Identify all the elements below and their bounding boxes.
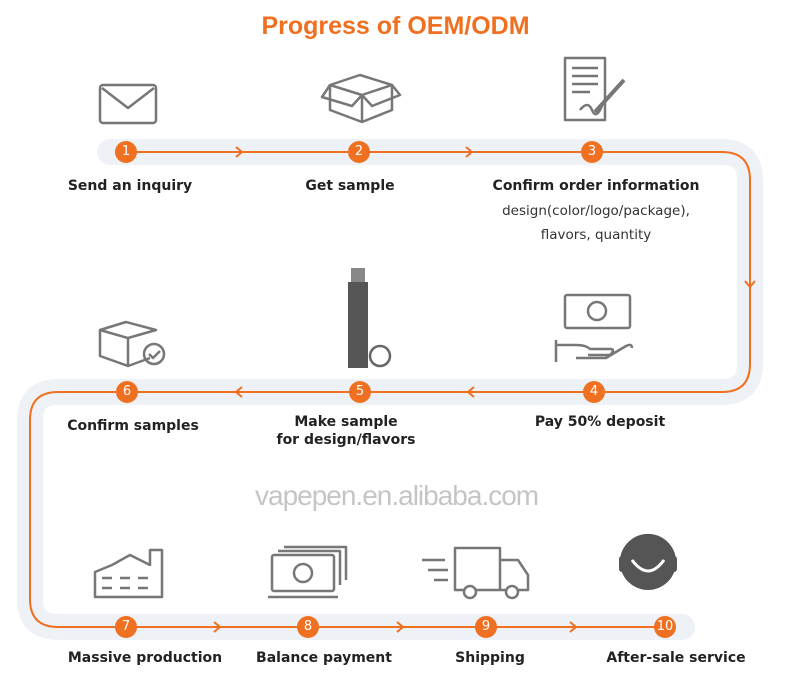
arrow-right: [213, 621, 222, 633]
step-8-label: Balance payment: [256, 650, 392, 666]
step-3-detail-2: flavors, quantity: [540, 227, 652, 243]
step-8-number: 8: [297, 616, 319, 638]
step-4-label: Pay 50% deposit: [534, 414, 666, 430]
envelope-icon: [98, 83, 158, 125]
step-1-label: Send an inquiry: [67, 178, 193, 194]
watermark: vapepen.en.alibaba.com: [255, 480, 539, 511]
step-6-number: 6: [116, 381, 138, 403]
hand-money-icon: [554, 293, 634, 362]
step-6-label: Confirm samples: [67, 418, 199, 434]
arrow-down: [744, 280, 756, 289]
arrow-right: [235, 146, 244, 158]
step-7-number: 7: [115, 616, 137, 638]
arrow-left: [234, 386, 243, 398]
step-3-number: 3: [581, 141, 603, 163]
path-line: [29, 151, 751, 628]
step-1-number: 1: [115, 141, 137, 163]
vape-pen-fruit-icon: [348, 268, 392, 368]
box-check-icon: [98, 320, 166, 368]
cash-stack-icon: [268, 545, 348, 599]
step-3-label: Confirm order information: [492, 178, 700, 194]
arrow-right: [465, 146, 474, 158]
step-7-label: Massive production: [67, 650, 223, 666]
step-9-label: Shipping: [455, 650, 525, 666]
step-10-label: After-sale service: [606, 650, 746, 666]
arrow-left: [466, 386, 475, 398]
arrow-right: [569, 621, 578, 633]
open-box-icon: [320, 73, 402, 124]
arrow-right: [396, 621, 405, 633]
page-title: Progress of OEM/ODM: [261, 12, 530, 40]
step-5-number: 5: [349, 381, 371, 403]
document-signature-icon: [563, 56, 626, 122]
step-9-number: 9: [475, 616, 497, 638]
step-5-label: Make sample: [294, 414, 398, 430]
step-3-detail-1: design(color/logo/package),: [502, 203, 690, 219]
step-10-number: 10: [654, 616, 676, 638]
step-2-label: Get sample: [305, 178, 395, 194]
step-4-number: 4: [583, 381, 605, 403]
headset-support-icon: [619, 534, 677, 590]
factory-icon: [93, 548, 164, 599]
step-2-number: 2: [348, 141, 370, 163]
truck-icon: [422, 546, 530, 600]
step-5-label-2: for design/flavors: [276, 432, 416, 448]
